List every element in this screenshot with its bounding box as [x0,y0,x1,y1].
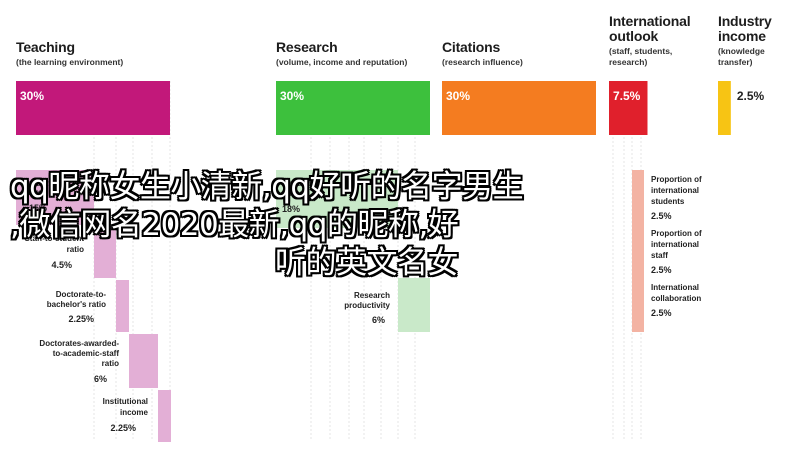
header-international: International outlook (staff, students, … [609,14,709,68]
main-bar-label-1: 30% [280,89,304,103]
teaching-sub-bar-3 [129,334,158,388]
intl-sub-label-0-2: students [651,197,685,206]
header-teaching-subtitle: (the learning environment) [16,57,124,67]
main-bar-4 [718,81,731,135]
main-bar-1 [276,81,430,135]
research-sub-label-0-0: Reputation [282,179,324,188]
teaching-sub-value-2: 2.25% [68,314,94,324]
teaching-sub-label-4-0: Institutional [103,397,148,406]
teaching-sub-value-3: 6% [94,374,107,384]
intl-sub-value-0: 2.5% [651,211,672,221]
header-citations: Citations (research influence) [442,40,523,68]
main-bar-label-3: 7.5% [613,89,641,103]
intl-sub-label-2-0: International [651,283,699,292]
header-international-subtitle: (staff, students, research) [609,46,673,67]
intl-sub-bar-2 [632,278,644,332]
research-sub-value-1: 6% [372,315,385,325]
teaching-sub-value-0: 15% [29,203,47,213]
research-sub-value-0: 18% [282,204,300,214]
teaching-sub-label-4-1: income [120,408,149,417]
teaching-sub-bar-2 [116,280,129,332]
main-bar-label-0: 30% [20,89,44,103]
intl-sub-bar-0 [632,170,644,224]
intl-sub-label-1-1: international [651,240,699,249]
header-international-title: International outlook [609,13,691,44]
teaching-sub-label-2-0: Doctorate-to- [56,290,107,299]
header-industry: Industry income (knowledge transfer) [718,14,784,68]
header-industry-subtitle: (knowledge transfer) [718,46,765,67]
teaching-sub-bar-0 [16,170,94,225]
research-sub-bar-0 [276,170,398,228]
teaching-sub-label-1-0: Staff-to-student [24,234,84,243]
teaching-sub-label-0-0: Reputation [21,179,63,188]
main-bar-0 [16,81,170,135]
header-industry-title: Industry income [718,13,772,44]
teaching-sub-label-3-1: to-academic-staff [53,349,120,358]
teaching-sub-value-1: 4.5% [51,260,72,270]
header-teaching: Teaching (the learning environment) [16,40,123,68]
research-sub-bar-1 [398,278,430,332]
main-bar-3 [609,81,648,135]
main-bar-label-4: 2.5% [737,89,765,103]
header-research-title: Research [276,39,338,55]
teaching-sub-label-3-0: Doctorates-awarded- [39,339,119,348]
header-research: Research (volume, income and reputation) [276,40,407,68]
header-citations-subtitle: (research influence) [442,57,523,67]
main-bar-label-2: 30% [446,89,470,103]
teaching-sub-label-1-1: ratio [67,245,84,254]
header-citations-title: Citations [442,39,501,55]
teaching-sub-value-4: 2.25% [110,423,136,433]
main-bar-2 [442,81,596,135]
intl-sub-label-1-0: Proportion of [651,229,702,238]
teaching-sub-label-0-1: survey [21,188,47,197]
intl-sub-label-1-2: staff [651,251,668,260]
intl-sub-label-0-1: international [651,186,699,195]
intl-sub-value-1: 2.5% [651,265,672,275]
teaching-sub-bar-1 [94,228,116,278]
research-sub-label-1-0: Research [354,291,390,300]
research-sub-label-1-1: productivity [344,301,390,310]
teaching-sub-bar-4 [158,390,171,442]
intl-sub-label-2-1: collaboration [651,294,701,303]
teaching-sub-label-2-1: bachelor's ratio [47,300,106,309]
intl-sub-value-2: 2.5% [651,308,672,318]
research-sub-label-0-1: survey [282,189,308,198]
header-research-subtitle: (volume, income and reputation) [276,57,408,67]
header-teaching-title: Teaching [16,39,75,55]
intl-sub-bar-1 [632,224,644,278]
teaching-sub-label-3-2: ratio [102,359,119,368]
intl-sub-label-0-0: Proportion of [651,175,702,184]
